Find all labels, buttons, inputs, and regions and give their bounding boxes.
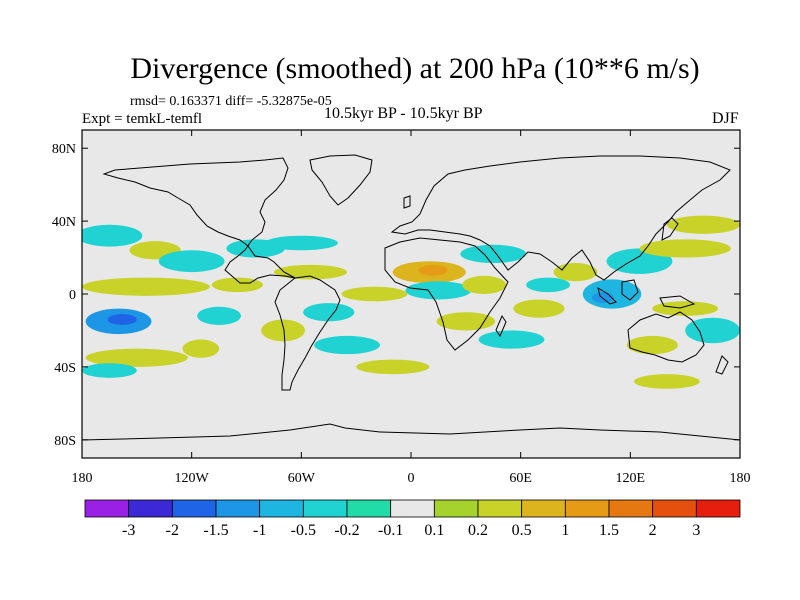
anomaly-blob xyxy=(526,277,571,293)
anomaly-blob xyxy=(405,281,472,300)
coastline-japan xyxy=(661,217,679,241)
anomaly-blob xyxy=(436,312,496,331)
coastline-eurasia xyxy=(390,155,731,281)
lat-tick-label: 40N xyxy=(52,215,76,230)
lon-tick-label: 180 xyxy=(72,471,93,486)
colorbar: -3 -2 -1.5 -1 -0.5 -0.2 -0.1 0.1 0.2 0.5 1 1.5 2 3 xyxy=(84,499,741,539)
lat-tick-label: 80N xyxy=(52,142,76,157)
anomaly-blob xyxy=(685,317,740,344)
colorbar-label: 1 xyxy=(561,522,569,539)
anomaly-blob xyxy=(85,348,189,367)
lon-tick-label: 120W xyxy=(175,471,210,486)
anomaly-field xyxy=(82,215,740,389)
colorbar-swatch xyxy=(171,499,217,518)
coastline-new-guinea xyxy=(659,295,696,309)
colorbar-swatch xyxy=(302,499,348,518)
colorbar-label: -1.5 xyxy=(203,522,228,539)
colorbar-label: 0.2 xyxy=(468,522,488,539)
colorbar-label: -0.2 xyxy=(334,522,359,539)
colorbar-label: -2 xyxy=(166,522,179,539)
anomaly-blob xyxy=(341,286,408,302)
colorbar-swatch xyxy=(346,499,392,518)
anomaly-blob xyxy=(82,224,143,247)
colorbar-swatch xyxy=(477,499,523,518)
anomaly-blob xyxy=(314,335,380,355)
coastline-greenland xyxy=(309,154,373,206)
anomaly-blob xyxy=(591,292,614,304)
anomaly-blob xyxy=(418,264,448,276)
colorbar-label: 2 xyxy=(649,522,657,539)
anomaly-blob xyxy=(197,306,242,325)
coastline-africa xyxy=(384,237,509,351)
coastline-borneo xyxy=(621,279,639,301)
anomaly-blob xyxy=(107,314,137,325)
anomaly-blob xyxy=(264,235,338,251)
anomaly-blob xyxy=(82,277,210,296)
anomaly-blob xyxy=(261,319,305,342)
colorbar-label: 3 xyxy=(692,522,700,539)
anomaly-blob xyxy=(652,301,719,316)
anomaly-blob xyxy=(478,330,545,349)
colorbar-swatch xyxy=(608,499,654,518)
period-subtitle: 10.5kyr BP - 10.5kyr BP xyxy=(324,105,483,122)
anomaly-blob xyxy=(639,239,731,258)
lat-tick-label: 0 xyxy=(69,288,76,303)
anomaly-blob xyxy=(303,303,355,322)
colorbar-swatch xyxy=(652,499,697,518)
colorbar-label: -0.5 xyxy=(291,522,316,539)
lon-tick-label: 180 xyxy=(730,471,751,486)
coastline-british-isles xyxy=(403,195,411,209)
colorbar-swatch xyxy=(695,499,741,518)
colorbar-swatch xyxy=(215,499,261,518)
coastline-antarctica xyxy=(82,423,740,441)
colorbar-label: 0.5 xyxy=(512,522,532,539)
stats-label: rmsd= 0.163371 diff= -5.32875e-05 xyxy=(130,94,332,109)
longitude-axis: 180 120W 60W 0 60E 120E 180 xyxy=(72,130,751,486)
anomaly-blob xyxy=(356,359,430,375)
plot-title: Divergence (smoothed) at 200 hPa (10**6 … xyxy=(130,52,700,85)
anomaly-blob xyxy=(460,244,527,264)
colorbar-label: -0.1 xyxy=(378,522,403,539)
experiment-label: Expt = temkL-temfl xyxy=(82,111,203,127)
anomaly-blob xyxy=(633,374,700,389)
colorbar-label: -3 xyxy=(122,522,135,539)
lat-tick-label: 80S xyxy=(54,434,76,449)
coastlines xyxy=(82,154,740,441)
lat-tick-label: 40S xyxy=(54,361,76,376)
colorbar-label: 0.1 xyxy=(424,522,444,539)
anomaly-blob xyxy=(666,215,740,234)
colorbar-swatch xyxy=(433,499,479,518)
anomaly-blob xyxy=(82,363,137,378)
anomaly-blob xyxy=(626,335,678,355)
colorbar-label: 1.5 xyxy=(599,522,619,539)
anomaly-blob xyxy=(211,277,263,293)
colorbar-label: -1 xyxy=(253,522,266,539)
anomaly-blob xyxy=(182,339,220,358)
colorbar-swatch xyxy=(84,499,130,518)
anomaly-blob xyxy=(553,263,598,282)
anomaly-blob xyxy=(273,264,348,280)
colorbar-swatch xyxy=(564,499,610,518)
season-label: DJF xyxy=(712,110,739,127)
lon-tick-label: 60E xyxy=(509,471,532,486)
anomaly-blob xyxy=(462,275,507,294)
colorbar-swatch xyxy=(521,499,566,518)
lon-tick-label: 60W xyxy=(288,471,316,486)
anomaly-blob xyxy=(158,250,225,273)
anomaly-blob xyxy=(582,279,642,309)
coastline-south-america xyxy=(274,275,341,391)
anomaly-blob xyxy=(513,299,565,318)
coastline-australia xyxy=(627,311,705,363)
colorbar-swatch xyxy=(259,499,304,518)
colorbar-swatch xyxy=(390,499,435,518)
coastline-north-america xyxy=(102,157,296,284)
latitude-axis: 80N 40N 0 40S 80S xyxy=(52,142,740,449)
coastline-madagascar xyxy=(495,314,507,338)
coastline-sumatra xyxy=(597,286,617,305)
lon-tick-label: 0 xyxy=(408,471,415,486)
lon-tick-label: 120E xyxy=(616,471,646,486)
coastline-new-zealand xyxy=(715,355,729,375)
colorbar-swatch xyxy=(128,499,173,518)
